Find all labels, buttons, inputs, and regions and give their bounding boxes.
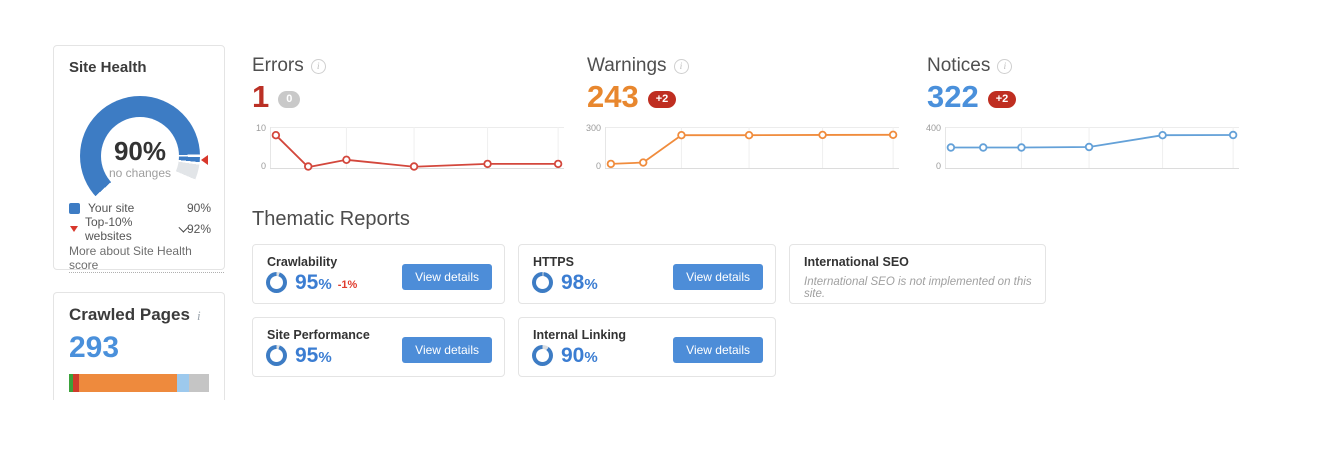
view-details-button[interactable]: View details [673,264,763,290]
crawlability-card: Crawlability 95% -1% View details [252,244,505,304]
card-title: Crawlability [267,255,338,269]
site-health-card: Site Health 90% no changes Your site 90%… [53,45,225,273]
site-health-gauge: 90% no changes [80,96,208,216]
score-row: 90% [532,345,598,366]
y-max-label: 300 [585,123,601,133]
notices-header: Notices i [927,55,1013,77]
gauge-hole [101,117,179,195]
view-details-button[interactable]: View details [402,264,492,290]
internal-linking-card: Internal Linking 90% View details [518,317,776,377]
https-card: HTTPS 98% View details [518,244,776,304]
legend-your-site: Your site 90% [69,201,211,215]
legend-top10-websites: Top-10% websites 92% [69,215,211,243]
legend-value: 92% [186,222,211,236]
y-min-label: 0 [935,161,941,171]
notices-label: Notices [927,55,991,76]
warnings-chart-row: 300 0 [585,123,899,171]
warnings-label: Warnings [587,55,667,76]
y-max-label: 400 [925,123,941,133]
y-min-label: 0 [260,161,266,171]
site-performance-card: Site Performance 95% View details [252,317,505,377]
not-implemented-note: International SEO is not implemented on … [804,276,1032,300]
warnings-trend-chart [605,127,899,169]
progress-ring-icon [532,345,553,366]
y-min-label: 0 [595,161,601,171]
warnings-metric: Warnings i 243 +2 300 0 [585,55,902,180]
site-health-delta: no changes [108,166,172,180]
info-icon[interactable]: i [310,58,326,74]
info-icon[interactable]: i [196,308,201,323]
score-value: 95% [295,344,332,367]
warnings-delta-badge: +2 [647,91,677,108]
top10-pointer-icon [200,154,208,165]
score-row: 98% [532,272,598,293]
site-health-score: 90% [113,136,167,166]
warnings-value-row: 243 +2 [587,79,677,114]
thematic-cards-grid: Crawlability 95% -1% View details HTTPS … [252,244,1046,377]
errors-value-row: 1 0 [252,79,301,114]
errors-y-axis: 10 0 [252,123,270,171]
notices-trend-chart [945,127,1239,169]
site-health-info-link[interactable]: More about Site Health score [69,244,224,273]
crawled-pages-stacked-bar[interactable] [69,374,209,392]
notices-value-row: 322 +2 [927,79,1017,114]
progress-ring-icon [266,345,287,366]
view-details-button[interactable]: View details [673,337,763,363]
errors-label: Errors [252,55,304,76]
errors-value: 1 [252,79,270,114]
notices-delta-badge: +2 [987,91,1017,108]
international-seo-card: International SEO International SEO is n… [789,244,1046,304]
legend-label: Your site [88,201,135,215]
card-title: Internal Linking [533,328,627,342]
progress-ring-icon [266,272,287,293]
bar-segment-blocked-gray [189,374,209,392]
warnings-y-axis: 300 0 [585,123,605,171]
bar-segment-healthy-green [69,374,74,392]
notices-y-axis: 400 0 [925,123,945,171]
view-details-button[interactable]: View details [402,337,492,363]
errors-metric: Errors i 1 0 10 0 [252,55,567,180]
card-title: HTTPS [533,255,574,269]
site-health-title: Site Health [69,59,147,76]
thematic-reports-title: Thematic Reports [252,208,410,230]
errors-trend-chart [270,127,564,171]
legend-label: Top-10% websites [85,215,133,243]
bar-segment-redirected-blue [176,374,190,392]
score-value: 95% [295,271,332,294]
score-trend: -1% [337,279,358,291]
red-triangle-icon [70,226,78,232]
errors-delta-badge: 0 [278,91,301,108]
notices-metric: Notices i 322 +2 400 0 [925,55,1242,180]
card-title: International SEO [804,255,909,269]
crawled-pages-count: 293 [69,331,120,364]
score-value: 98% [561,271,598,294]
errors-chart-row: 10 0 [252,123,564,171]
notices-chart-row: 400 0 [925,123,1239,171]
bar-segment-broken-red [73,374,80,392]
warnings-value: 243 [587,79,639,114]
warnings-header: Warnings i [587,55,689,77]
score-row: 95% [266,345,332,366]
crawled-pages-card: Crawled Pages i 293 [53,292,225,400]
info-icon[interactable]: i [673,58,689,74]
errors-header: Errors i [252,55,326,77]
your-site-marker-icon [69,202,80,214]
score-value: 90% [561,344,598,367]
card-title: Site Performance [267,328,370,342]
progress-ring-icon [532,272,553,293]
crawled-pages-header: Crawled Pages i [69,305,201,325]
legend-value: 90% [186,201,211,215]
info-icon[interactable]: i [997,58,1013,74]
score-row: 95% -1% [266,272,357,293]
bar-segment-issues-orange [79,374,177,392]
y-max-label: 10 [255,123,266,133]
notices-value: 322 [927,79,979,114]
crawled-pages-title: Crawled Pages [69,305,190,324]
